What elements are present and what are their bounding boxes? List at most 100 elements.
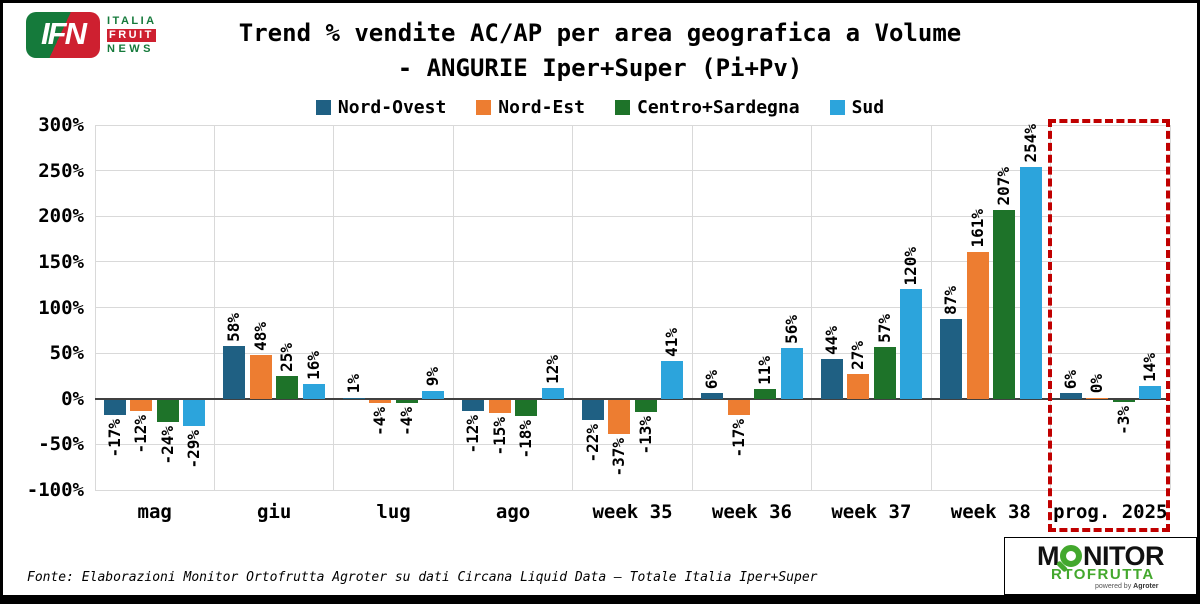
bar-value-label: 161% (967, 209, 987, 248)
bar-value-label: -29% (184, 430, 204, 469)
ifn-logo-italia: ITALIA (107, 14, 157, 27)
bar-centro-sardegna (1112, 399, 1135, 403)
zero-axis-line (95, 397, 1170, 400)
bar-value-label: 25% (277, 343, 297, 372)
ifn-logo-acronym: IFN (41, 16, 87, 51)
bar-value-label: -24% (157, 425, 177, 465)
bar-centro-sardegna (395, 399, 418, 404)
bar-nord-ovest (342, 397, 365, 399)
bar-nord-est (249, 354, 272, 399)
bar-nord-est (130, 399, 153, 411)
bar-value-label: 16% (303, 351, 323, 381)
y-axis-tick-label: 200% (38, 205, 84, 228)
bar-nord-ovest (940, 319, 963, 399)
bar-value-label: -37% (609, 437, 629, 477)
bar-value-label: 58% (224, 312, 244, 342)
bar-value-label: -12% (131, 414, 151, 454)
bar-nord-est (488, 399, 511, 414)
gridline (95, 170, 1170, 172)
bar-nord-ovest (701, 393, 724, 399)
bar-value-label: 11% (755, 355, 775, 385)
bar-value-label: 44% (821, 325, 841, 355)
gridline (452, 125, 454, 490)
bar-sud (302, 384, 325, 399)
ifn-logo-news: NEWS (107, 42, 154, 55)
legend-label: Centro+Sardegna (637, 97, 800, 118)
gridline (1169, 125, 1171, 490)
bar-sud (422, 390, 445, 399)
monitor-letters-nitor: NITOR (1082, 540, 1165, 571)
bar-centro-sardegna (515, 399, 538, 417)
monitor-wordmark: M NITOR (1036, 540, 1165, 571)
x-axis-tick-label: mag (137, 501, 172, 523)
bar-sud (183, 399, 206, 427)
magnifier-icon (1059, 544, 1082, 567)
bar-sud (541, 387, 564, 399)
bar-value-label: 1% (343, 374, 363, 394)
bar-nord-ovest (820, 358, 843, 399)
bar-value-label: -4% (396, 407, 416, 437)
bar-centro-sardegna (754, 388, 777, 399)
bar-value-label: -15% (489, 417, 509, 456)
bar-nord-ovest (1059, 393, 1082, 399)
bar-value-label: -18% (516, 420, 536, 459)
gridline (811, 125, 813, 490)
gridline (95, 124, 1170, 126)
bar-value-label: 6% (702, 370, 722, 390)
legend-item-sud: Sud (829, 97, 885, 118)
y-axis-tick-label: 100% (38, 296, 84, 319)
gridline (691, 125, 693, 490)
bar-nord-est (966, 251, 989, 399)
source-note: Fonte: Elaborazioni Monitor Ortofrutta A… (27, 570, 818, 585)
powered-by-agroter: powered by Agroter (1095, 582, 1159, 590)
x-axis-tick-label: lug (376, 501, 411, 523)
legend-swatch-icon (829, 100, 845, 115)
bar-value-label: 207% (994, 167, 1014, 206)
bar-centro-sardegna (634, 399, 657, 412)
bar-value-label: 41% (662, 328, 682, 358)
bar-nord-est (369, 399, 392, 404)
bar-value-label: 56% (781, 314, 801, 344)
ifn-logo-wordmark: ITALIA FRUIT NEWS (107, 14, 157, 55)
bar-centro-sardegna (156, 399, 179, 422)
bar-centro-sardegna (993, 209, 1016, 399)
bar-sud (900, 289, 923, 399)
y-axis-tick-label: 300% (38, 114, 84, 136)
chart-title: Trend % vendite AC/AP per area geografic… (0, 16, 1200, 86)
bar-sud (661, 361, 684, 399)
x-axis-tick-label: week 35 (592, 501, 673, 523)
gridline (95, 352, 1170, 354)
legend-label: Sud (851, 97, 885, 118)
x-axis-tick-label: week 36 (711, 501, 792, 523)
bar-nord-ovest (462, 399, 485, 411)
legend-label: Nord-Ovest (337, 97, 447, 118)
legend-item-nord-est: Nord-Est (476, 97, 585, 118)
gridline (333, 125, 335, 490)
bar-value-label: 9% (423, 367, 443, 387)
bar-nord-est (847, 374, 870, 399)
bar-value-label: -17% (104, 419, 124, 458)
gridline (95, 443, 1170, 445)
bar-value-label: -17% (728, 419, 748, 458)
y-axis-tick-label: -50% (38, 433, 84, 456)
bar-nord-ovest (103, 399, 126, 416)
x-axis-tick-label: week 38 (950, 501, 1031, 523)
legend-item-nord-ovest: Nord-Ovest (315, 97, 447, 118)
monitor-letter-m: M (1036, 540, 1060, 571)
bar-nord-ovest (581, 399, 604, 420)
chart-title-line1: Trend % vendite AC/AP per area geografic… (238, 19, 962, 47)
ifn-logo-badge: IFN (26, 12, 100, 58)
bar-value-label: 120% (901, 246, 921, 286)
gridline (94, 125, 96, 490)
bar-value-label: -12% (463, 414, 483, 454)
y-axis-tick-label: 0% (61, 387, 84, 410)
gridline (95, 489, 1170, 491)
bar-value-label: -13% (635, 415, 655, 455)
bar-value-label: 12% (542, 354, 562, 384)
bar-value-label: 48% (250, 322, 270, 351)
gridline (213, 125, 215, 490)
bar-centro-sardegna (276, 375, 299, 399)
ifn-logo: IFN ITALIA FRUIT NEWS (26, 12, 157, 58)
chart-title-line2: - ANGURIE Iper+Super (Pi+Pv) (397, 54, 803, 82)
